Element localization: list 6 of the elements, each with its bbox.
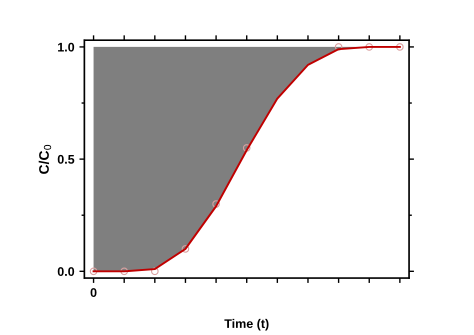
y-tick-label: 0.5 [58, 154, 74, 164]
y-tick-label: 1.0 [58, 42, 74, 52]
y-tick-label: 0.0 [58, 267, 74, 276]
y-axis-title: C/C$_{0}$ [38, 144, 52, 174]
x-tick-label: 0 [90, 288, 97, 297]
x-axis-title: Time (t) [224, 318, 269, 331]
